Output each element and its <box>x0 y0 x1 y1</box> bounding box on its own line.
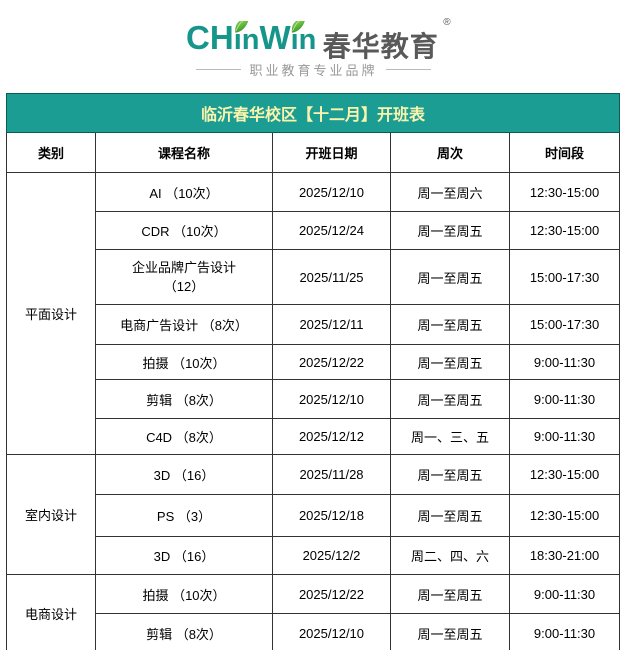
svg-text:W: W <box>260 21 292 56</box>
svg-text:CH: CH <box>186 21 234 56</box>
